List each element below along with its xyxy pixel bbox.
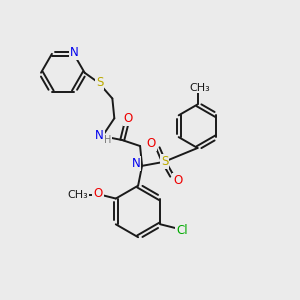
Text: N: N xyxy=(70,46,79,59)
Text: O: O xyxy=(93,187,103,200)
Text: CH₃: CH₃ xyxy=(189,82,210,93)
Text: CH₃: CH₃ xyxy=(68,190,88,200)
Text: Cl: Cl xyxy=(176,224,188,237)
Text: N: N xyxy=(132,158,140,170)
Text: N: N xyxy=(95,129,104,142)
Text: S: S xyxy=(161,155,169,168)
Text: O: O xyxy=(173,174,182,187)
Text: O: O xyxy=(146,136,156,150)
Text: O: O xyxy=(124,112,133,125)
Text: H: H xyxy=(104,135,111,145)
Text: S: S xyxy=(96,76,103,89)
